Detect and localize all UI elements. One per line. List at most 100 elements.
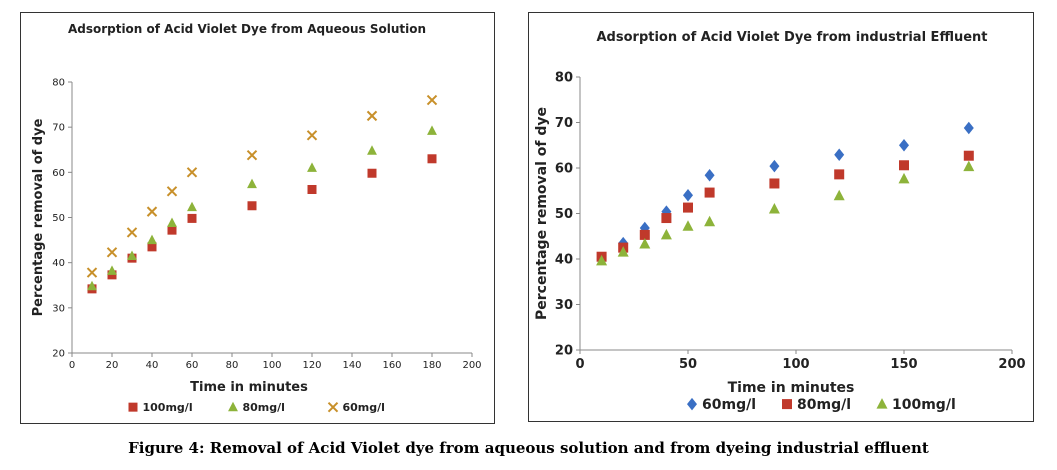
legend-marker bbox=[876, 398, 888, 409]
legend-marker bbox=[128, 402, 138, 412]
data-point bbox=[187, 201, 197, 212]
data-point bbox=[898, 172, 910, 184]
series-1 bbox=[87, 154, 437, 294]
x-tick-label: 100 bbox=[782, 357, 809, 372]
data-point bbox=[834, 169, 845, 180]
y-tick-label: 60 bbox=[555, 162, 573, 177]
data-point bbox=[834, 148, 845, 162]
data-point bbox=[187, 213, 197, 223]
data-point bbox=[307, 184, 317, 194]
data-point bbox=[704, 169, 715, 182]
y-tick-label: 30 bbox=[52, 303, 65, 314]
data-point bbox=[126, 227, 138, 238]
x-tick-label: 120 bbox=[302, 360, 321, 371]
data-point bbox=[963, 121, 974, 135]
legend-item: 100mg/l bbox=[128, 401, 193, 414]
x-axis-label: Time in minutes bbox=[728, 380, 855, 396]
series-2 bbox=[87, 125, 437, 291]
chart-title: Adsorption of Acid Violet Dye from Aqueo… bbox=[68, 22, 426, 36]
data-point bbox=[146, 206, 158, 217]
legend-item: 80mg/l bbox=[782, 397, 851, 413]
chart-panel-effluent: Adsorption of Acid Violet Dye from indus… bbox=[528, 12, 1034, 422]
data-point bbox=[106, 247, 118, 258]
legend-label: 100mg/l bbox=[143, 401, 193, 414]
data-point bbox=[86, 267, 98, 278]
data-point bbox=[768, 202, 780, 214]
legend-marker bbox=[228, 401, 238, 412]
x-tick-label: 150 bbox=[890, 357, 917, 372]
data-point bbox=[426, 94, 438, 106]
data-point bbox=[683, 189, 693, 202]
data-point bbox=[660, 228, 672, 240]
series-3 bbox=[596, 160, 975, 266]
x-tick-label: 40 bbox=[146, 360, 159, 371]
legend-marker bbox=[687, 397, 697, 411]
x-tick-label: 200 bbox=[462, 360, 481, 371]
data-point bbox=[246, 149, 258, 161]
data-point bbox=[682, 220, 694, 231]
y-tick-label: 40 bbox=[52, 258, 65, 269]
series-3 bbox=[86, 94, 438, 278]
x-tick-label: 180 bbox=[422, 360, 441, 371]
data-point bbox=[306, 130, 318, 141]
data-point bbox=[427, 154, 437, 164]
y-tick-label: 50 bbox=[555, 207, 573, 222]
chart-effluent: Adsorption of Acid Violet Dye from indus… bbox=[534, 30, 1026, 413]
y-tick-label: 70 bbox=[555, 116, 573, 131]
data-point bbox=[307, 162, 317, 172]
data-point bbox=[247, 178, 257, 189]
data-point bbox=[147, 242, 157, 252]
data-point bbox=[596, 254, 608, 266]
legend-label: 80mg/l bbox=[243, 401, 285, 414]
y-tick-label: 20 bbox=[555, 344, 573, 359]
x-axis-label: Time in minutes bbox=[190, 380, 308, 395]
y-tick-label: 60 bbox=[52, 168, 65, 179]
y-tick-label: 20 bbox=[52, 349, 65, 360]
legend-label: 100mg/l bbox=[892, 397, 956, 413]
data-point bbox=[661, 213, 672, 224]
x-tick-label: 100 bbox=[262, 360, 281, 371]
data-point bbox=[963, 160, 975, 172]
series-1 bbox=[596, 121, 974, 266]
data-point bbox=[899, 139, 909, 152]
y-axis-label: Percentage removal of dye bbox=[534, 107, 550, 320]
legend-item: 100mg/l bbox=[876, 397, 956, 413]
chart-title: Adsorption of Acid Violet Dye from indus… bbox=[597, 30, 988, 45]
data-point bbox=[639, 237, 651, 249]
y-tick-label: 70 bbox=[52, 123, 65, 134]
x-tick-label: 0 bbox=[69, 360, 75, 371]
y-tick-label: 50 bbox=[52, 213, 65, 224]
x-tick-label: 80 bbox=[226, 360, 239, 371]
x-tick-label: 50 bbox=[679, 357, 697, 372]
legend-item: 60mg/l bbox=[687, 397, 756, 413]
data-point bbox=[107, 270, 117, 280]
y-tick-label: 80 bbox=[52, 78, 65, 89]
data-point bbox=[683, 202, 693, 213]
data-point bbox=[367, 145, 377, 155]
data-point bbox=[833, 189, 845, 201]
x-tick-label: 200 bbox=[998, 357, 1025, 372]
x-tick-label: 140 bbox=[342, 360, 361, 371]
legend-label: 60mg/l bbox=[343, 401, 385, 414]
data-point bbox=[367, 168, 377, 178]
data-point bbox=[704, 187, 715, 198]
data-point bbox=[87, 280, 97, 291]
data-point bbox=[704, 215, 716, 227]
data-point bbox=[769, 159, 780, 173]
chart-aqueous: Adsorption of Acid Violet Dye from Aqueo… bbox=[31, 22, 482, 414]
x-tick-label: 0 bbox=[575, 357, 584, 372]
x-tick-label: 60 bbox=[186, 360, 199, 371]
legend-marker bbox=[782, 399, 792, 410]
legend-label: 80mg/l bbox=[797, 397, 851, 413]
chart-panel-aqueous: Adsorption of Acid Violet Dye from Aqueo… bbox=[20, 12, 495, 424]
data-point bbox=[127, 250, 137, 260]
data-point bbox=[107, 265, 117, 275]
data-point bbox=[427, 125, 437, 135]
legend-marker bbox=[327, 401, 339, 413]
figure-caption: Figure 4: Removal of Acid Violet dye fro… bbox=[128, 439, 929, 457]
legend-item: 60mg/l bbox=[327, 401, 385, 414]
y-axis-label: Percentage removal of dye bbox=[31, 118, 46, 316]
y-tick-label: 80 bbox=[555, 71, 573, 86]
y-tick-label: 40 bbox=[555, 253, 573, 268]
data-point bbox=[167, 217, 177, 227]
